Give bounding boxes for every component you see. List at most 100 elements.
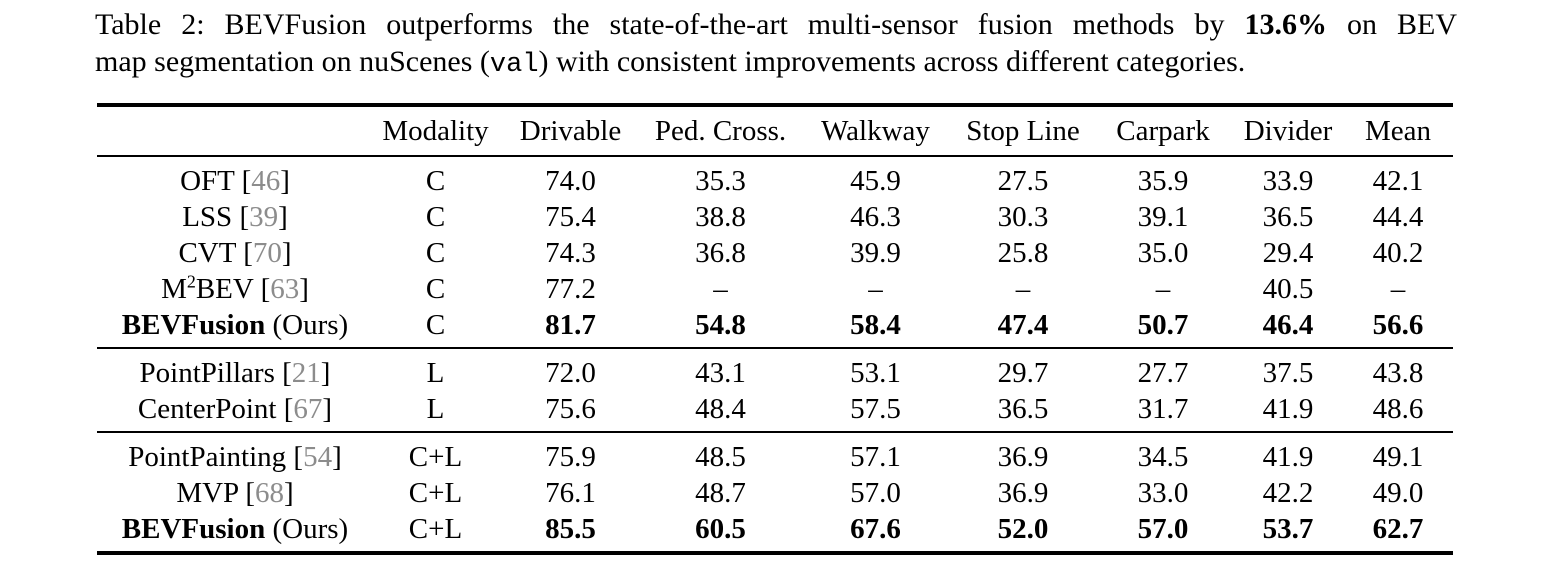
value-cell: 43.1 [695, 357, 746, 389]
column-header: Mean [1364, 114, 1432, 147]
value-cell: 40.2 [1372, 237, 1424, 269]
value-cell: 43.8 [1372, 357, 1424, 389]
value-cell: 41.9 [1262, 441, 1314, 473]
method-cell: BEVFusion (Ours) [97, 307, 373, 348]
value-cell: 39.1 [1137, 201, 1189, 233]
method-suffix: (Ours) [265, 309, 349, 341]
value-cell: 27.7 [1137, 357, 1189, 389]
value-cell: 48.4 [695, 393, 746, 425]
method-cell: PointPainting [54] [97, 432, 373, 475]
method-name: BEVFusion [121, 513, 266, 545]
modality-cell: C [425, 165, 446, 197]
method-cell: M2BEV [63] [97, 271, 373, 307]
column-header: Ped. Cross. [654, 114, 787, 147]
method-cell: PointPillars [21] [97, 348, 373, 391]
citation: [70] [235, 237, 292, 269]
modality-cell: C [425, 309, 446, 341]
column-header: Drivable [519, 114, 622, 147]
value-cell: 29.4 [1262, 237, 1314, 269]
citation: [67] [276, 393, 333, 425]
value-cell: 57.1 [850, 441, 901, 473]
value-cell: 74.3 [545, 237, 596, 269]
method-cell: LSS [39] [97, 199, 373, 235]
value-cell: 25.8 [997, 237, 1049, 269]
caption-bold-percent: 13.6% [1244, 8, 1327, 41]
method-name: PointPillars [139, 357, 275, 389]
value-cell: 57.5 [850, 393, 901, 425]
value-cell: 36.5 [1262, 201, 1314, 233]
table-row: M2BEV [63] C 77.2 – – – – 40.5 – [97, 271, 1453, 307]
value-cell: 74.0 [545, 165, 596, 197]
table-row: PointPillars [21] L 72.0 43.1 53.1 29.7 27.7 37… [97, 348, 1453, 391]
value-cell: 42.1 [1372, 165, 1424, 197]
value-cell: – [713, 273, 728, 305]
modality-cell: L [426, 393, 445, 425]
value-cell: 36.9 [997, 441, 1049, 473]
method-name: BEVFusion [121, 309, 266, 341]
value-cell: 48.6 [1372, 393, 1424, 425]
caption-line-1: Table 2: BEVFusion outperforms the state… [95, 7, 1457, 44]
table-group: PointPillars [21] L 72.0 43.1 53.1 29.7 27.7 37… [97, 348, 1453, 432]
value-cell: 36.8 [695, 237, 746, 269]
header-row: Modality Drivable Ped. Cross. Walkway Stop L… [97, 105, 1453, 156]
citation: [46] [234, 165, 290, 197]
value-cell: 30.3 [997, 201, 1049, 233]
method-cell: CenterPoint [67] [97, 391, 373, 432]
value-cell: 46.4 [1262, 309, 1314, 341]
value-cell: 72.0 [545, 357, 596, 389]
value-cell: – [868, 273, 883, 305]
value-cell: 36.9 [997, 477, 1049, 509]
value-cell: 42.2 [1262, 477, 1314, 509]
caption-text: Table 2: BEVFusion outperforms the state… [95, 8, 1245, 41]
table-row: CVT [70] C 74.3 36.8 39.9 25.8 35.0 29.4 40.2 [97, 235, 1453, 271]
column-header: Stop Line [966, 114, 1080, 147]
value-cell: 48.5 [695, 441, 746, 473]
value-cell: 81.7 [545, 309, 596, 341]
caption-code-val: val [489, 49, 539, 80]
table-row: LSS [39] C 75.4 38.8 46.3 30.3 39.1 36.5 44.4 [97, 199, 1453, 235]
method-suffix: (Ours) [265, 513, 349, 545]
value-cell: 52.0 [997, 513, 1049, 545]
value-cell: 76.1 [545, 477, 596, 509]
method-cell: CVT [70] [97, 235, 373, 271]
value-cell: 49.1 [1372, 441, 1424, 473]
caption-text: ) with consistent improvements across di… [538, 44, 1246, 78]
results-table: Modality Drivable Ped. Cross. Walkway Stop L… [97, 103, 1453, 555]
column-header: Modality [382, 114, 489, 147]
value-cell: 41.9 [1262, 393, 1314, 425]
value-cell: 48.7 [695, 477, 746, 509]
method-name: PointPainting [128, 441, 287, 473]
value-cell: 54.8 [695, 309, 746, 341]
modality-cell: C+L [408, 441, 463, 473]
method-name: CVT [178, 237, 236, 269]
results-table-wrapper: Modality Drivable Ped. Cross. Walkway Stop L… [97, 103, 1453, 555]
method-name: CenterPoint [137, 393, 277, 425]
caption-line-2: map segmentation on nuScenes (val) with … [95, 44, 1457, 84]
value-cell: 75.4 [545, 201, 596, 233]
value-cell: 44.4 [1372, 201, 1424, 233]
citation: [21] [274, 357, 331, 389]
value-cell: 85.5 [545, 513, 596, 545]
table-row: CenterPoint [67] L 75.6 48.4 57.5 36.5 31.7 41.… [97, 391, 1453, 432]
modality-cell: C+L [408, 477, 463, 509]
value-cell: 67.6 [850, 513, 901, 545]
method-name: M2BEV [161, 271, 254, 305]
method-name: LSS [182, 201, 233, 233]
table-row: OFT [46] C 74.0 35.3 45.9 27.5 35.9 33.9 42.1 [97, 156, 1453, 199]
method-column-header [97, 105, 373, 156]
modality-cell: C [425, 201, 446, 233]
table-row: BEVFusion (Ours) C 81.7 54.8 58.4 47.4 50.7 46.… [97, 307, 1453, 348]
citation: [63] [253, 273, 309, 305]
value-cell: 33.0 [1137, 477, 1189, 509]
value-cell: 60.5 [695, 513, 746, 545]
value-cell: 77.2 [545, 273, 596, 305]
value-cell: 27.5 [997, 165, 1049, 197]
method-cell: MVP [68] [97, 475, 373, 511]
column-header: Carpark [1116, 114, 1210, 147]
value-cell: 38.8 [695, 201, 746, 233]
value-cell: 75.6 [545, 393, 596, 425]
value-cell: 35.3 [695, 165, 746, 197]
value-cell: 35.9 [1137, 165, 1189, 197]
value-cell: – [1390, 273, 1406, 305]
